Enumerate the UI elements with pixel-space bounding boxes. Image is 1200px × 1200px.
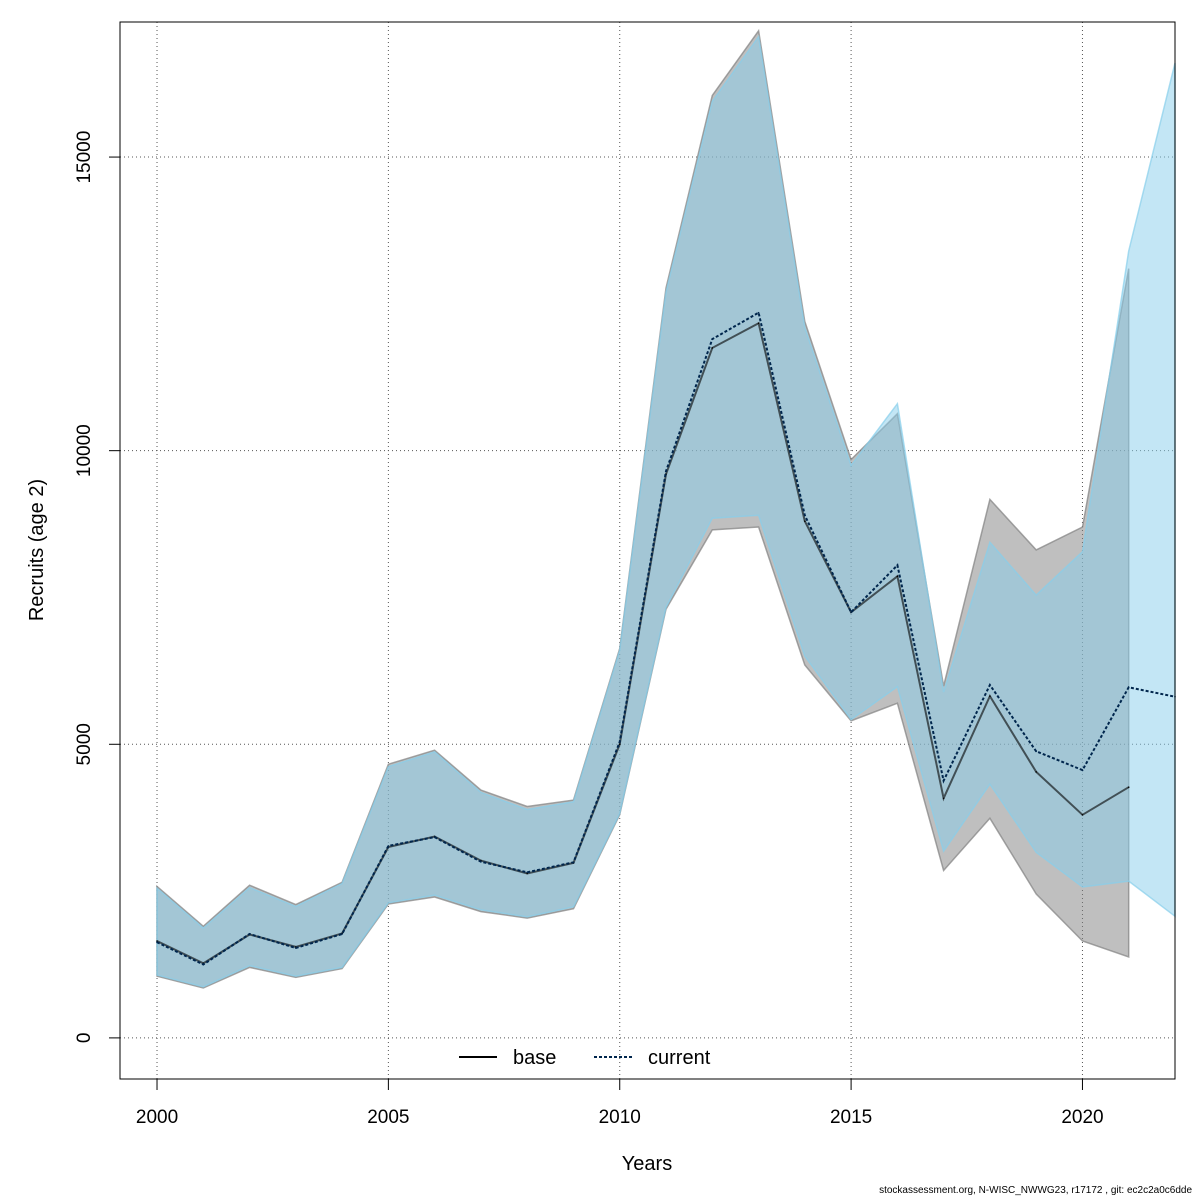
- point-base-2017: [942, 797, 945, 800]
- point-current-2002: [248, 933, 251, 935]
- point-current-2020: [1081, 769, 1084, 771]
- y-tick-label-0: 0: [74, 1033, 95, 1044]
- point-current-2005: [387, 845, 390, 847]
- point-current-2013: [757, 311, 760, 314]
- y-tick-label-15000: 15000: [74, 131, 95, 184]
- series-lines: [156, 311, 1176, 966]
- x-tick-label-2005: 2005: [367, 1107, 409, 1128]
- axes: 2000 2005 2010 2015 2020 0 5000 10000 15000: [74, 131, 1104, 1128]
- point-base-2018: [989, 695, 991, 697]
- point-current-2010: [618, 741, 621, 743]
- point-current-2012: [711, 338, 714, 340]
- point-current-2004: [341, 933, 343, 935]
- point-current-2001: [202, 963, 205, 966]
- point-current-2000: [156, 941, 158, 943]
- point-base-2014: [804, 520, 806, 522]
- point-current-2018: [989, 684, 991, 686]
- x-tick-label-2020: 2020: [1061, 1107, 1103, 1128]
- point-current-2019: [1035, 750, 1037, 753]
- y-tick-label-5000: 5000: [74, 723, 95, 765]
- point-base-2012: [711, 347, 714, 349]
- point-current-2007: [480, 860, 482, 863]
- x-tick-label-2015: 2015: [830, 1107, 872, 1128]
- y-axis-title: Recruits (age 2): [26, 479, 48, 621]
- point-current-2016: [896, 564, 899, 566]
- point-current-2006: [433, 836, 436, 838]
- point-base-2019: [1035, 771, 1037, 773]
- point-base-2010: [618, 743, 621, 746]
- confidence-bands: [156, 28, 1176, 989]
- point-base-2021: [1127, 786, 1130, 788]
- point-current-2021: [1127, 686, 1130, 689]
- x-tick-label-2000: 2000: [136, 1107, 178, 1128]
- legend-label-current: current: [648, 1047, 711, 1069]
- point-current-2017: [942, 779, 945, 782]
- legend: base current: [459, 1047, 711, 1069]
- y-tick-label-10000: 10000: [74, 424, 95, 477]
- footer-credit: stockassessment.org, N-WISC_NWWG23, r171…: [879, 1185, 1192, 1196]
- point-current-2003: [295, 947, 297, 949]
- legend-label-base: base: [513, 1047, 556, 1069]
- point-base-2013: [757, 322, 760, 325]
- point-base-2016: [896, 575, 899, 578]
- point-current-2011: [665, 470, 667, 473]
- point-current-2015: [850, 611, 852, 613]
- x-tick-label-2010: 2010: [599, 1107, 641, 1128]
- point-base-2020: [1081, 813, 1084, 816]
- point-current-2008: [526, 871, 528, 874]
- x-axis-title: Years: [622, 1153, 672, 1175]
- point-current-2009: [572, 861, 575, 864]
- point-current-2014: [804, 514, 806, 517]
